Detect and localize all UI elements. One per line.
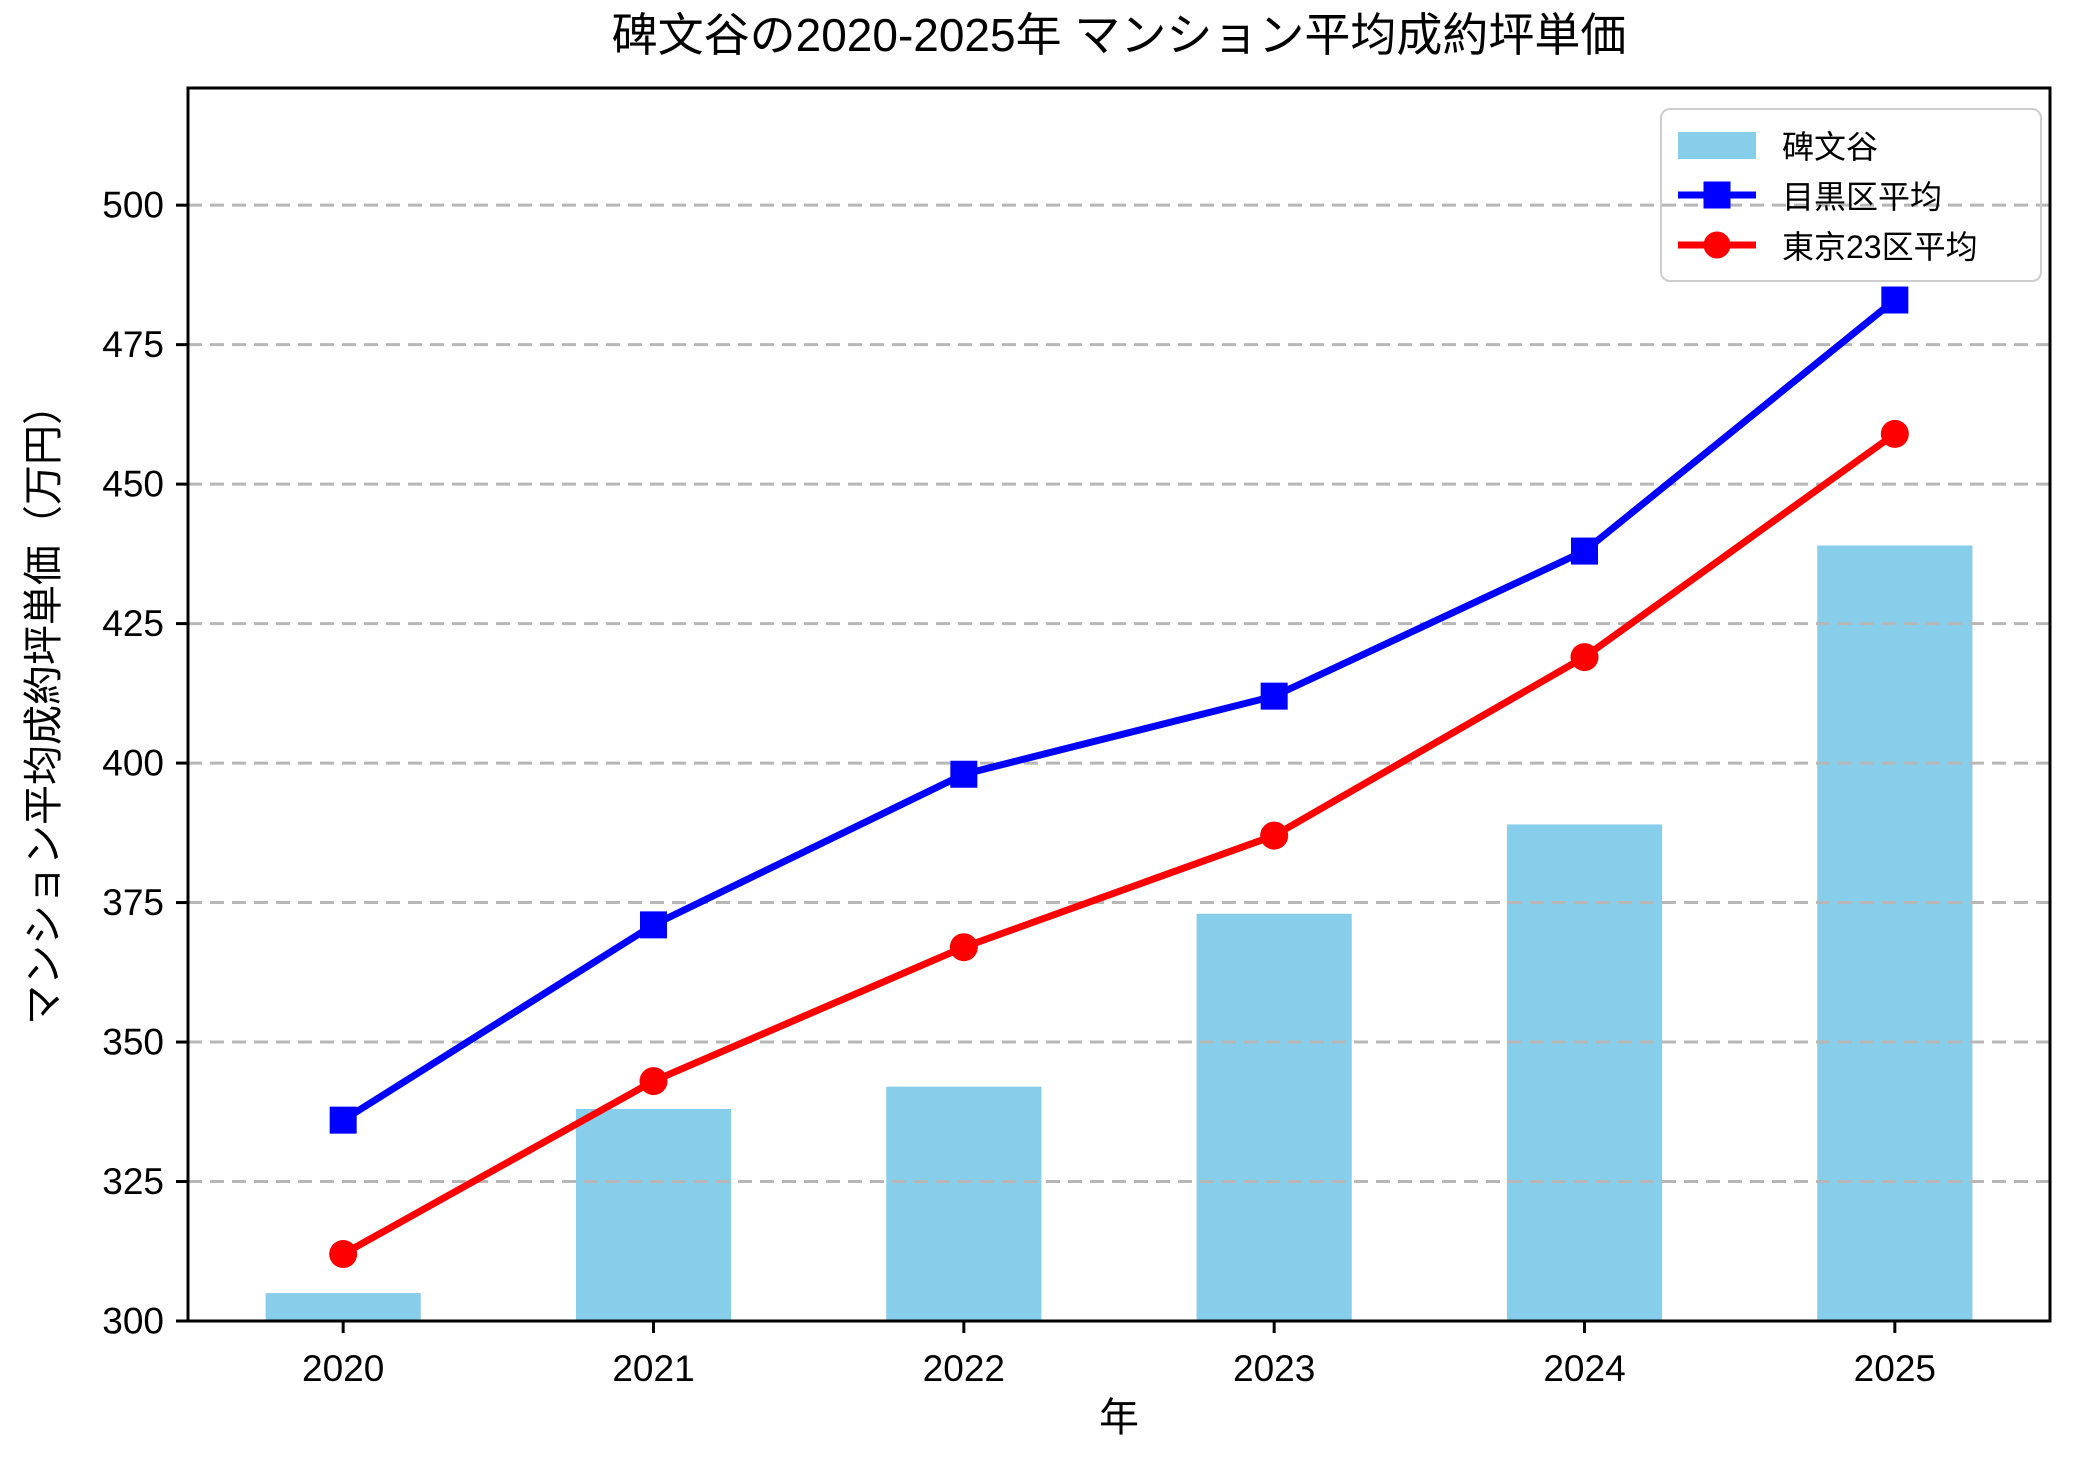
y-tick-label-375: 375	[102, 882, 164, 923]
x-tick-label-2025: 2025	[1854, 1348, 1936, 1389]
tokyo23-avg-marker-2025	[1880, 419, 1909, 448]
bar-himonya-2022	[886, 1086, 1042, 1321]
tokyo23-avg-marker-2024	[1570, 643, 1599, 672]
bar-himonya-2024	[1506, 824, 1663, 1321]
x-tick-label-2021: 2021	[612, 1348, 694, 1389]
meguro-avg-line	[339, 296, 1899, 1124]
legend: 碑文谷 目黒区平均 東京23区平均	[1660, 108, 2042, 282]
bar-himonya-2023	[1196, 913, 1352, 1321]
legend-item-himonya: 碑文谷	[1678, 120, 2030, 170]
legend-item-tokyo23-avg: 東京23区平均	[1678, 220, 2030, 270]
meguro-avg-marker-2023	[1260, 682, 1288, 710]
y-tick-label-325: 325	[102, 1161, 164, 1202]
tokyo23-swatch-circle	[1703, 231, 1731, 259]
legend-item-meguro-avg: 目黒区平均	[1678, 170, 2030, 220]
legend-label-himonya: 碑文谷	[1782, 129, 1879, 165]
meguro-avg-marker-2025	[1881, 286, 1909, 314]
y-tick-label-425: 425	[102, 603, 164, 644]
y-tick-label-475: 475	[102, 324, 164, 365]
meguro-avg-marker-2020	[329, 1106, 357, 1134]
meguro-line-swatch	[1678, 178, 1756, 212]
x-tick-label-2022: 2022	[923, 1348, 1005, 1389]
y-tick-label-500: 500	[102, 185, 164, 226]
y-tick-label-300: 300	[102, 1301, 164, 1342]
x-tick-label-2024: 2024	[1543, 1348, 1625, 1389]
axes-spines	[186, 86, 2052, 1323]
bar-himonya-2020	[265, 1293, 421, 1321]
bar-himonya-2021	[575, 1108, 732, 1321]
y-tick-label-400: 400	[102, 743, 164, 784]
tokyo23-avg-marker-2023	[1260, 821, 1289, 850]
x-tick-label-2023: 2023	[1233, 1348, 1315, 1389]
tokyo23-avg-line	[339, 430, 1899, 1258]
meguro-avg-marker-2021	[640, 911, 667, 939]
tokyo23-avg-marker-2021	[639, 1067, 668, 1096]
x-axis-label: 年	[1099, 1396, 1139, 1440]
meguro-avg-marker-2024	[1571, 537, 1598, 565]
y-tick-label-450: 450	[102, 464, 164, 505]
legend-label-tokyo23-avg: 東京23区平均	[1782, 229, 1978, 265]
tokyo23-avg-marker-2022	[949, 933, 978, 962]
y-tick-label-350: 350	[102, 1022, 164, 1063]
himonya-bar-swatch	[1678, 128, 1756, 162]
tokyo23-line-swatch	[1678, 228, 1756, 262]
chart-title: 碑文谷の2020-2025年 マンション平均成約坪単価	[611, 9, 1627, 61]
x-tick-label-2020: 2020	[302, 1348, 384, 1389]
meguro-swatch-square	[1703, 181, 1731, 209]
bar-himonya-2025	[1817, 545, 1973, 1321]
tokyo23-avg-marker-2020	[329, 1240, 358, 1269]
meguro-avg-marker-2022	[950, 760, 978, 788]
legend-label-meguro-avg: 目黒区平均	[1782, 179, 1943, 215]
